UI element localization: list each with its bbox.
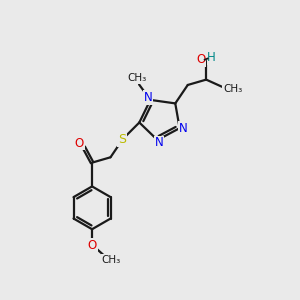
Text: S: S bbox=[118, 133, 126, 146]
Text: H: H bbox=[207, 51, 216, 64]
Text: O: O bbox=[74, 136, 84, 149]
Text: N: N bbox=[179, 122, 188, 135]
Text: N: N bbox=[154, 136, 163, 149]
Text: O: O bbox=[196, 53, 206, 66]
Text: CH₃: CH₃ bbox=[127, 73, 146, 83]
Text: O: O bbox=[87, 239, 97, 252]
Text: CH₃: CH₃ bbox=[101, 254, 121, 265]
Text: CH₃: CH₃ bbox=[223, 84, 243, 94]
Text: N: N bbox=[144, 91, 152, 104]
